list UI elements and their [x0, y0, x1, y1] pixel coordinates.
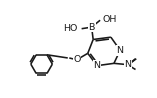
Text: N: N	[124, 60, 131, 69]
Text: B: B	[88, 23, 95, 32]
Text: N: N	[94, 61, 100, 70]
Text: OH: OH	[102, 15, 117, 24]
Text: N: N	[117, 46, 124, 55]
Text: O: O	[73, 55, 81, 64]
Text: HO: HO	[63, 24, 78, 33]
